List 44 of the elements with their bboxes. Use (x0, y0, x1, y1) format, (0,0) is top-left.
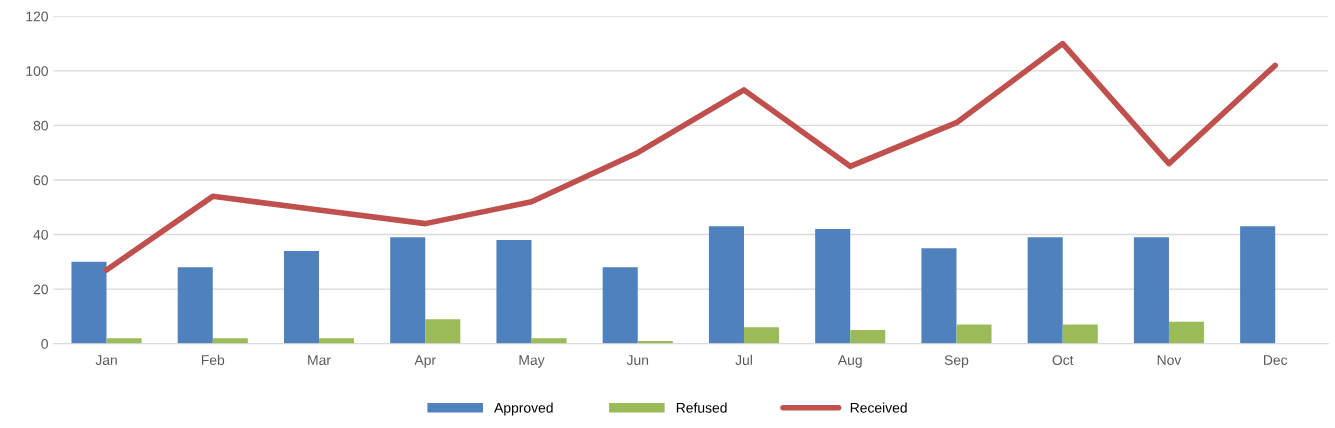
y-tick-label: 0 (41, 339, 48, 349)
x-tick-label: May (519, 355, 545, 368)
bar (71, 261, 107, 344)
bar (956, 324, 992, 344)
bar (602, 267, 638, 344)
y-tick-label: 100 (26, 66, 48, 76)
y-tick-label: 60 (33, 175, 48, 186)
legend-label: Approved (494, 402, 553, 416)
bar (1133, 237, 1169, 344)
bar (496, 240, 532, 344)
bar (1027, 237, 1063, 344)
y-tick-label: 120 (26, 11, 48, 22)
x-tick-label: Jul (735, 354, 752, 365)
bar (390, 237, 426, 344)
legend-label: Refused (676, 402, 727, 413)
x-tick-label: Sep (944, 355, 969, 368)
bar (1240, 226, 1276, 344)
bar (283, 250, 320, 344)
x-tick-label: Jun (626, 355, 649, 365)
bar (319, 338, 355, 344)
legend-label: Received (850, 402, 907, 413)
x-tick-label: Jan (95, 355, 117, 365)
bar (1062, 324, 1098, 344)
x-tick-label: Feb (201, 354, 225, 365)
bar (106, 338, 142, 344)
bar (212, 338, 248, 344)
y-tick-label: 20 (33, 284, 48, 295)
bar (531, 338, 567, 344)
x-tick-label: Apr (414, 355, 436, 368)
bar (708, 226, 744, 344)
bar (425, 319, 461, 344)
x-tick-label: Oct (1052, 355, 1074, 365)
bar (850, 330, 886, 344)
x-tick-label: Dec (1263, 355, 1288, 365)
y-tick-label: 80 (33, 120, 48, 131)
bar (815, 229, 851, 344)
y-tick-label: 40 (33, 229, 48, 240)
bar (1168, 321, 1205, 344)
x-tick-label: Aug (837, 355, 862, 368)
bar (743, 327, 780, 344)
bar (921, 248, 957, 344)
x-tick-label: Nov (1157, 355, 1182, 365)
bar (177, 267, 213, 344)
x-tick-label: Mar (308, 355, 331, 365)
